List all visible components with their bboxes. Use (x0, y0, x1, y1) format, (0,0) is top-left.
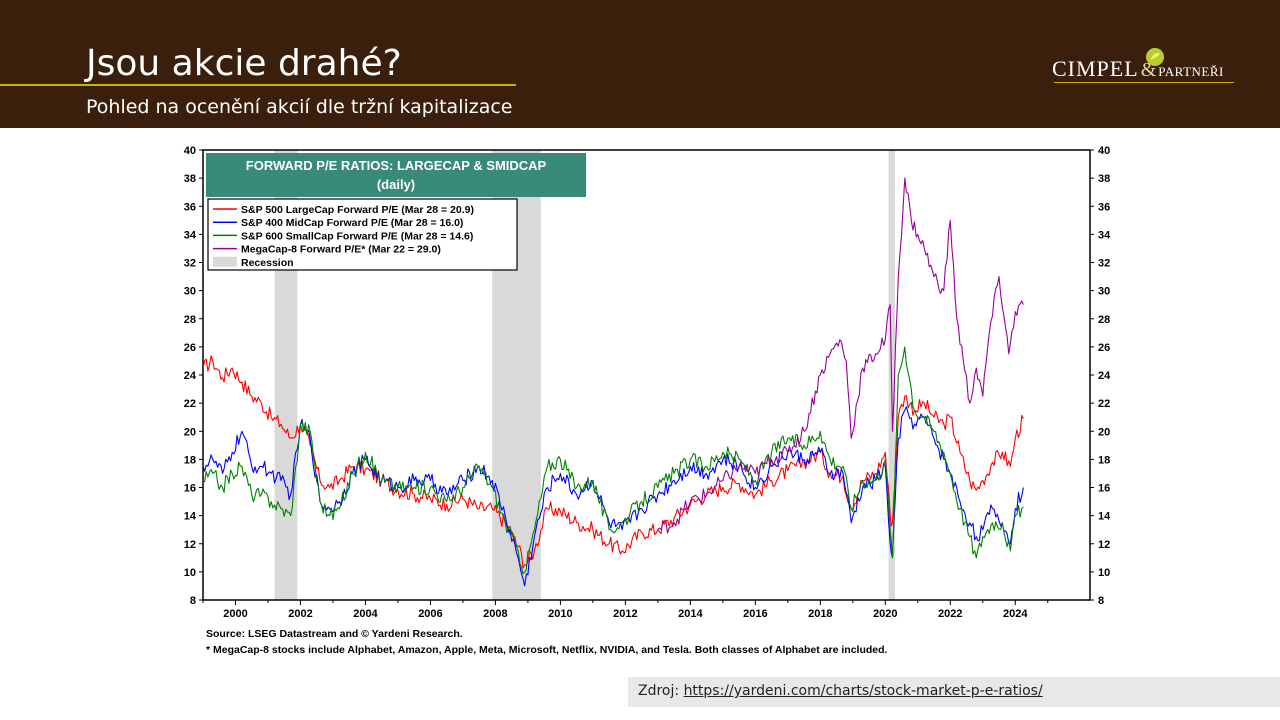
y-tick-label-left: 26 (184, 342, 196, 354)
y-tick-label-left: 8 (190, 595, 196, 607)
y-tick-label-right: 24 (1098, 370, 1111, 382)
y-tick-label-right: 16 (1098, 483, 1110, 495)
x-tick-label: 2000 (223, 608, 247, 620)
y-tick-label-left: 12 (184, 539, 196, 551)
source-link[interactable]: https://yardeni.com/charts/stock-market-… (683, 683, 1043, 699)
x-tick-label: 2014 (678, 608, 703, 620)
source-box: Zdroj: https://yardeni.com/charts/stock-… (628, 677, 1280, 707)
logo-ampersand: & (1140, 59, 1157, 81)
x-tick-label: 2008 (483, 608, 507, 620)
y-tick-label-right: 12 (1098, 539, 1110, 551)
x-tick-label: 2002 (288, 608, 312, 620)
series-line-3 (657, 177, 1024, 534)
y-tick-label-left: 10 (184, 567, 196, 579)
x-tick-label: 2012 (613, 608, 637, 620)
logo-name: CIMPEL (1052, 56, 1139, 81)
x-tick-label: 2020 (873, 608, 897, 620)
y-tick-label-left: 38 (184, 173, 196, 185)
y-tick-label-left: 32 (184, 258, 196, 270)
y-tick-label-right: 40 (1098, 145, 1110, 157)
x-tick-label: 2018 (808, 608, 832, 620)
company-logo: CIMPEL & PARTNEŘI (1052, 48, 1234, 88)
y-tick-label-left: 22 (184, 398, 196, 410)
y-tick-label-right: 18 (1098, 454, 1110, 466)
legend-label-0: S&P 500 LargeCap Forward P/E (Mar 28 = 2… (241, 204, 474, 216)
y-tick-label-left: 40 (184, 145, 196, 157)
y-tick-label-left: 18 (184, 454, 196, 466)
source-label: Zdroj: (638, 683, 680, 699)
series-line-1 (203, 406, 1024, 587)
title-underline (0, 84, 516, 86)
y-tick-label-left: 30 (184, 286, 196, 298)
legend-frame (207, 198, 518, 271)
y-tick-label-right: 38 (1098, 173, 1110, 185)
y-tick-label-right: 22 (1098, 398, 1110, 410)
series-line-0 (203, 355, 1024, 569)
chart-footnote-0: Source: LSEG Datastream and © Yardeni Re… (206, 628, 463, 640)
legend-swatch-recession (213, 256, 237, 267)
y-tick-label-right: 36 (1098, 201, 1110, 213)
chart-title-box: FORWARD P/E RATIOS: LARGECAP & SMIDCAP (d… (206, 153, 586, 197)
legend-label-1: S&P 400 MidCap Forward P/E (Mar 28 = 16.… (241, 217, 463, 229)
chart-container: 8 8 10 10 12 12 14 14 16 16 18 18 20 20 22 22 24 24 26 26 28… (170, 140, 1120, 660)
y-tick-label-right: 20 (1098, 426, 1110, 438)
series-line-2 (203, 346, 1024, 575)
x-tick-label: 2006 (418, 608, 442, 620)
legend-label-2: S&P 600 SmallCap Forward P/E (Mar 28 = 1… (241, 230, 473, 242)
series-group (203, 177, 1024, 587)
y-tick-label-left: 34 (184, 229, 197, 241)
y-tick-label-right: 14 (1098, 511, 1111, 523)
y-tick-label-right: 34 (1098, 229, 1111, 241)
y-tick-label-right: 26 (1098, 342, 1110, 354)
x-tick-label: 2004 (353, 608, 378, 620)
y-tick-label-right: 10 (1098, 567, 1110, 579)
y-tick-label-right: 8 (1098, 595, 1104, 607)
y-tick-label-left: 20 (184, 426, 196, 438)
y-tick-label-left: 14 (184, 511, 197, 523)
y-tick-label-right: 30 (1098, 286, 1110, 298)
y-tick-label-left: 16 (184, 483, 196, 495)
chart-title-background (206, 153, 586, 197)
y-tick-label-right: 28 (1098, 314, 1110, 326)
chart-footnote-1: * MegaCap-8 stocks include Alphabet, Ama… (206, 644, 888, 656)
y-tick-label-left: 24 (184, 370, 197, 382)
y-tick-label-left: 36 (184, 201, 196, 213)
x-tick-label: 2010 (548, 608, 572, 620)
y-tick-label-left: 28 (184, 314, 196, 326)
logo-partners: PARTNEŘI (1158, 64, 1224, 79)
slide-title: Jsou akcie drahé? (86, 43, 402, 84)
x-tick-label: 2024 (1003, 608, 1028, 620)
x-tick-label: 2016 (743, 608, 767, 620)
legend-label-3: MegaCap-8 Forward P/E* (Mar 22 = 29.0) (241, 244, 441, 256)
y-tick-label-right: 32 (1098, 258, 1110, 270)
chart-legend: S&P 500 LargeCap Forward P/E (Mar 28 = 2… (207, 198, 518, 271)
slide-subtitle: Pohled na ocenění akcií dle tržní kapita… (86, 96, 513, 118)
slide-header: Jsou akcie drahé? Pohled na ocenění akci… (0, 0, 1280, 128)
chart-title: FORWARD P/E RATIOS: LARGECAP & SMIDCAP (246, 158, 547, 173)
leaf-icon (1146, 48, 1164, 66)
x-tick-label: 2022 (938, 608, 962, 620)
logo-underline (1054, 82, 1234, 83)
legend-label-4: Recession (241, 257, 294, 269)
chart-subtitle: (daily) (377, 177, 415, 192)
